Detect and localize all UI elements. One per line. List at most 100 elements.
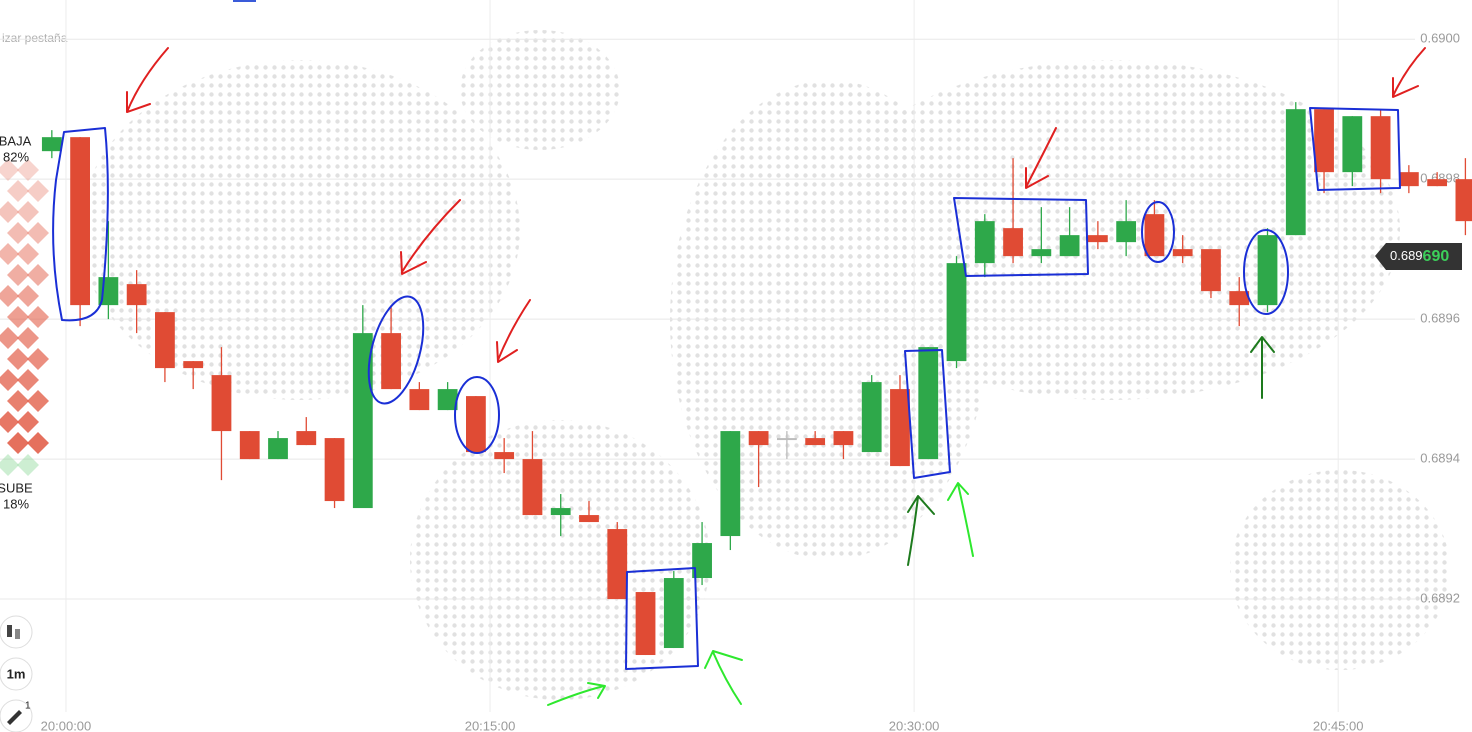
sentiment-diamond xyxy=(0,454,19,476)
price-tag: 0.689690 xyxy=(1375,243,1462,270)
sentiment-diamond xyxy=(7,222,29,244)
candle-body xyxy=(1370,116,1391,180)
x-tick-label: 20:00:00 xyxy=(41,718,92,732)
candle-body xyxy=(663,578,684,649)
candle-body xyxy=(522,459,543,516)
candle-body xyxy=(1003,228,1023,257)
sentiment-diamond xyxy=(17,201,39,223)
candle-body xyxy=(155,312,175,369)
candle-body xyxy=(324,438,345,502)
map-region xyxy=(820,60,1400,400)
sentiment-diamond xyxy=(27,432,49,454)
candle-body xyxy=(635,592,656,656)
price-tag-text: 0.689690 xyxy=(1390,248,1449,265)
blue-box xyxy=(367,295,425,405)
x-tick-label: 20:45:00 xyxy=(1313,718,1364,732)
map-region xyxy=(1230,470,1450,670)
candle-body xyxy=(946,263,967,362)
sentiment-diamond xyxy=(17,411,39,433)
blue-box xyxy=(625,567,699,670)
candle-body xyxy=(437,389,458,411)
y-tick-label: 0.6892 xyxy=(1420,590,1460,605)
red-arrow xyxy=(496,299,531,363)
up-percent: 18% xyxy=(3,496,29,511)
x-tick-label: 20:15:00 xyxy=(465,718,516,732)
sentiment-diamond xyxy=(7,306,29,328)
sentiment-diamond xyxy=(17,369,39,391)
blue-box xyxy=(904,349,951,479)
candle-body xyxy=(1172,249,1193,257)
green-arrow xyxy=(704,650,743,705)
sentiment-diamond xyxy=(0,285,19,307)
candle-body xyxy=(211,375,232,432)
sentiment-diamond xyxy=(27,222,49,244)
candle-body xyxy=(1398,172,1419,187)
sentiment-diamond xyxy=(27,306,49,328)
sentiment-diamond xyxy=(0,159,19,181)
candle-body xyxy=(720,431,741,537)
map-region xyxy=(460,30,620,150)
candle-body xyxy=(550,508,571,516)
sentiment-diamond xyxy=(0,411,19,433)
candle-body xyxy=(748,431,769,446)
sentiment-diamond xyxy=(0,327,19,349)
blue-box xyxy=(1141,201,1175,263)
green-arrow xyxy=(947,482,974,557)
candle-body xyxy=(466,396,486,453)
candle-body xyxy=(268,438,288,460)
sentiment-diamond xyxy=(0,243,19,265)
green-arrow xyxy=(547,682,606,706)
sentiment-diamond xyxy=(17,327,39,349)
y-tick-label: 0.6900 xyxy=(1420,31,1460,46)
sentiment-diamond xyxy=(27,264,49,286)
blue-box xyxy=(52,127,109,322)
blue-box xyxy=(1309,107,1401,191)
price-emphasis: 690 xyxy=(1423,248,1450,265)
candle-body xyxy=(805,438,826,446)
timeframe-label: 1m xyxy=(7,666,26,681)
candle-body xyxy=(494,452,515,460)
toolbar: 1m 1 xyxy=(0,615,33,732)
sentiment-diamond xyxy=(17,243,39,265)
map-region xyxy=(80,60,520,400)
down-label: BAJA xyxy=(0,133,32,148)
timeframe-button[interactable] xyxy=(0,657,33,691)
red-arrow xyxy=(1025,127,1057,189)
candles xyxy=(41,102,1472,656)
candle-body xyxy=(974,221,995,264)
sentiment-diamond xyxy=(27,390,49,412)
sentiment-diamond xyxy=(7,264,29,286)
candle-body xyxy=(1201,249,1221,292)
sentiment-diamond xyxy=(7,180,29,202)
candle-body xyxy=(1144,214,1165,257)
sentiment-diamond xyxy=(27,348,49,370)
sentiment-diamond xyxy=(0,201,19,223)
candle-body xyxy=(1285,109,1306,236)
candle-body xyxy=(579,515,599,523)
candle-body xyxy=(1257,235,1278,306)
candle-body xyxy=(239,431,260,460)
tool-badge: 1 xyxy=(25,701,31,712)
candle-body xyxy=(861,382,882,453)
candle-body xyxy=(1455,179,1472,222)
y-tick-label: 0.6896 xyxy=(1420,311,1460,326)
up-label: SUBE xyxy=(0,480,33,495)
candle-body xyxy=(890,389,910,467)
blue-box xyxy=(953,197,1089,277)
y-tick-label: 0.6894 xyxy=(1420,451,1460,466)
candle-body xyxy=(1342,116,1363,173)
sentiment-diamond xyxy=(17,159,39,181)
sentiment-diamond xyxy=(7,348,29,370)
sentiment-diamond xyxy=(17,285,39,307)
sentiment-diamond xyxy=(7,432,29,454)
candle-body xyxy=(833,431,854,446)
candle-body xyxy=(776,438,797,441)
candle-body xyxy=(1314,109,1334,173)
sentiment-diamond xyxy=(7,390,29,412)
sentiment-diamond xyxy=(0,369,19,391)
blue-box xyxy=(454,376,500,454)
icon xyxy=(7,710,22,725)
candle-body xyxy=(1087,235,1108,243)
